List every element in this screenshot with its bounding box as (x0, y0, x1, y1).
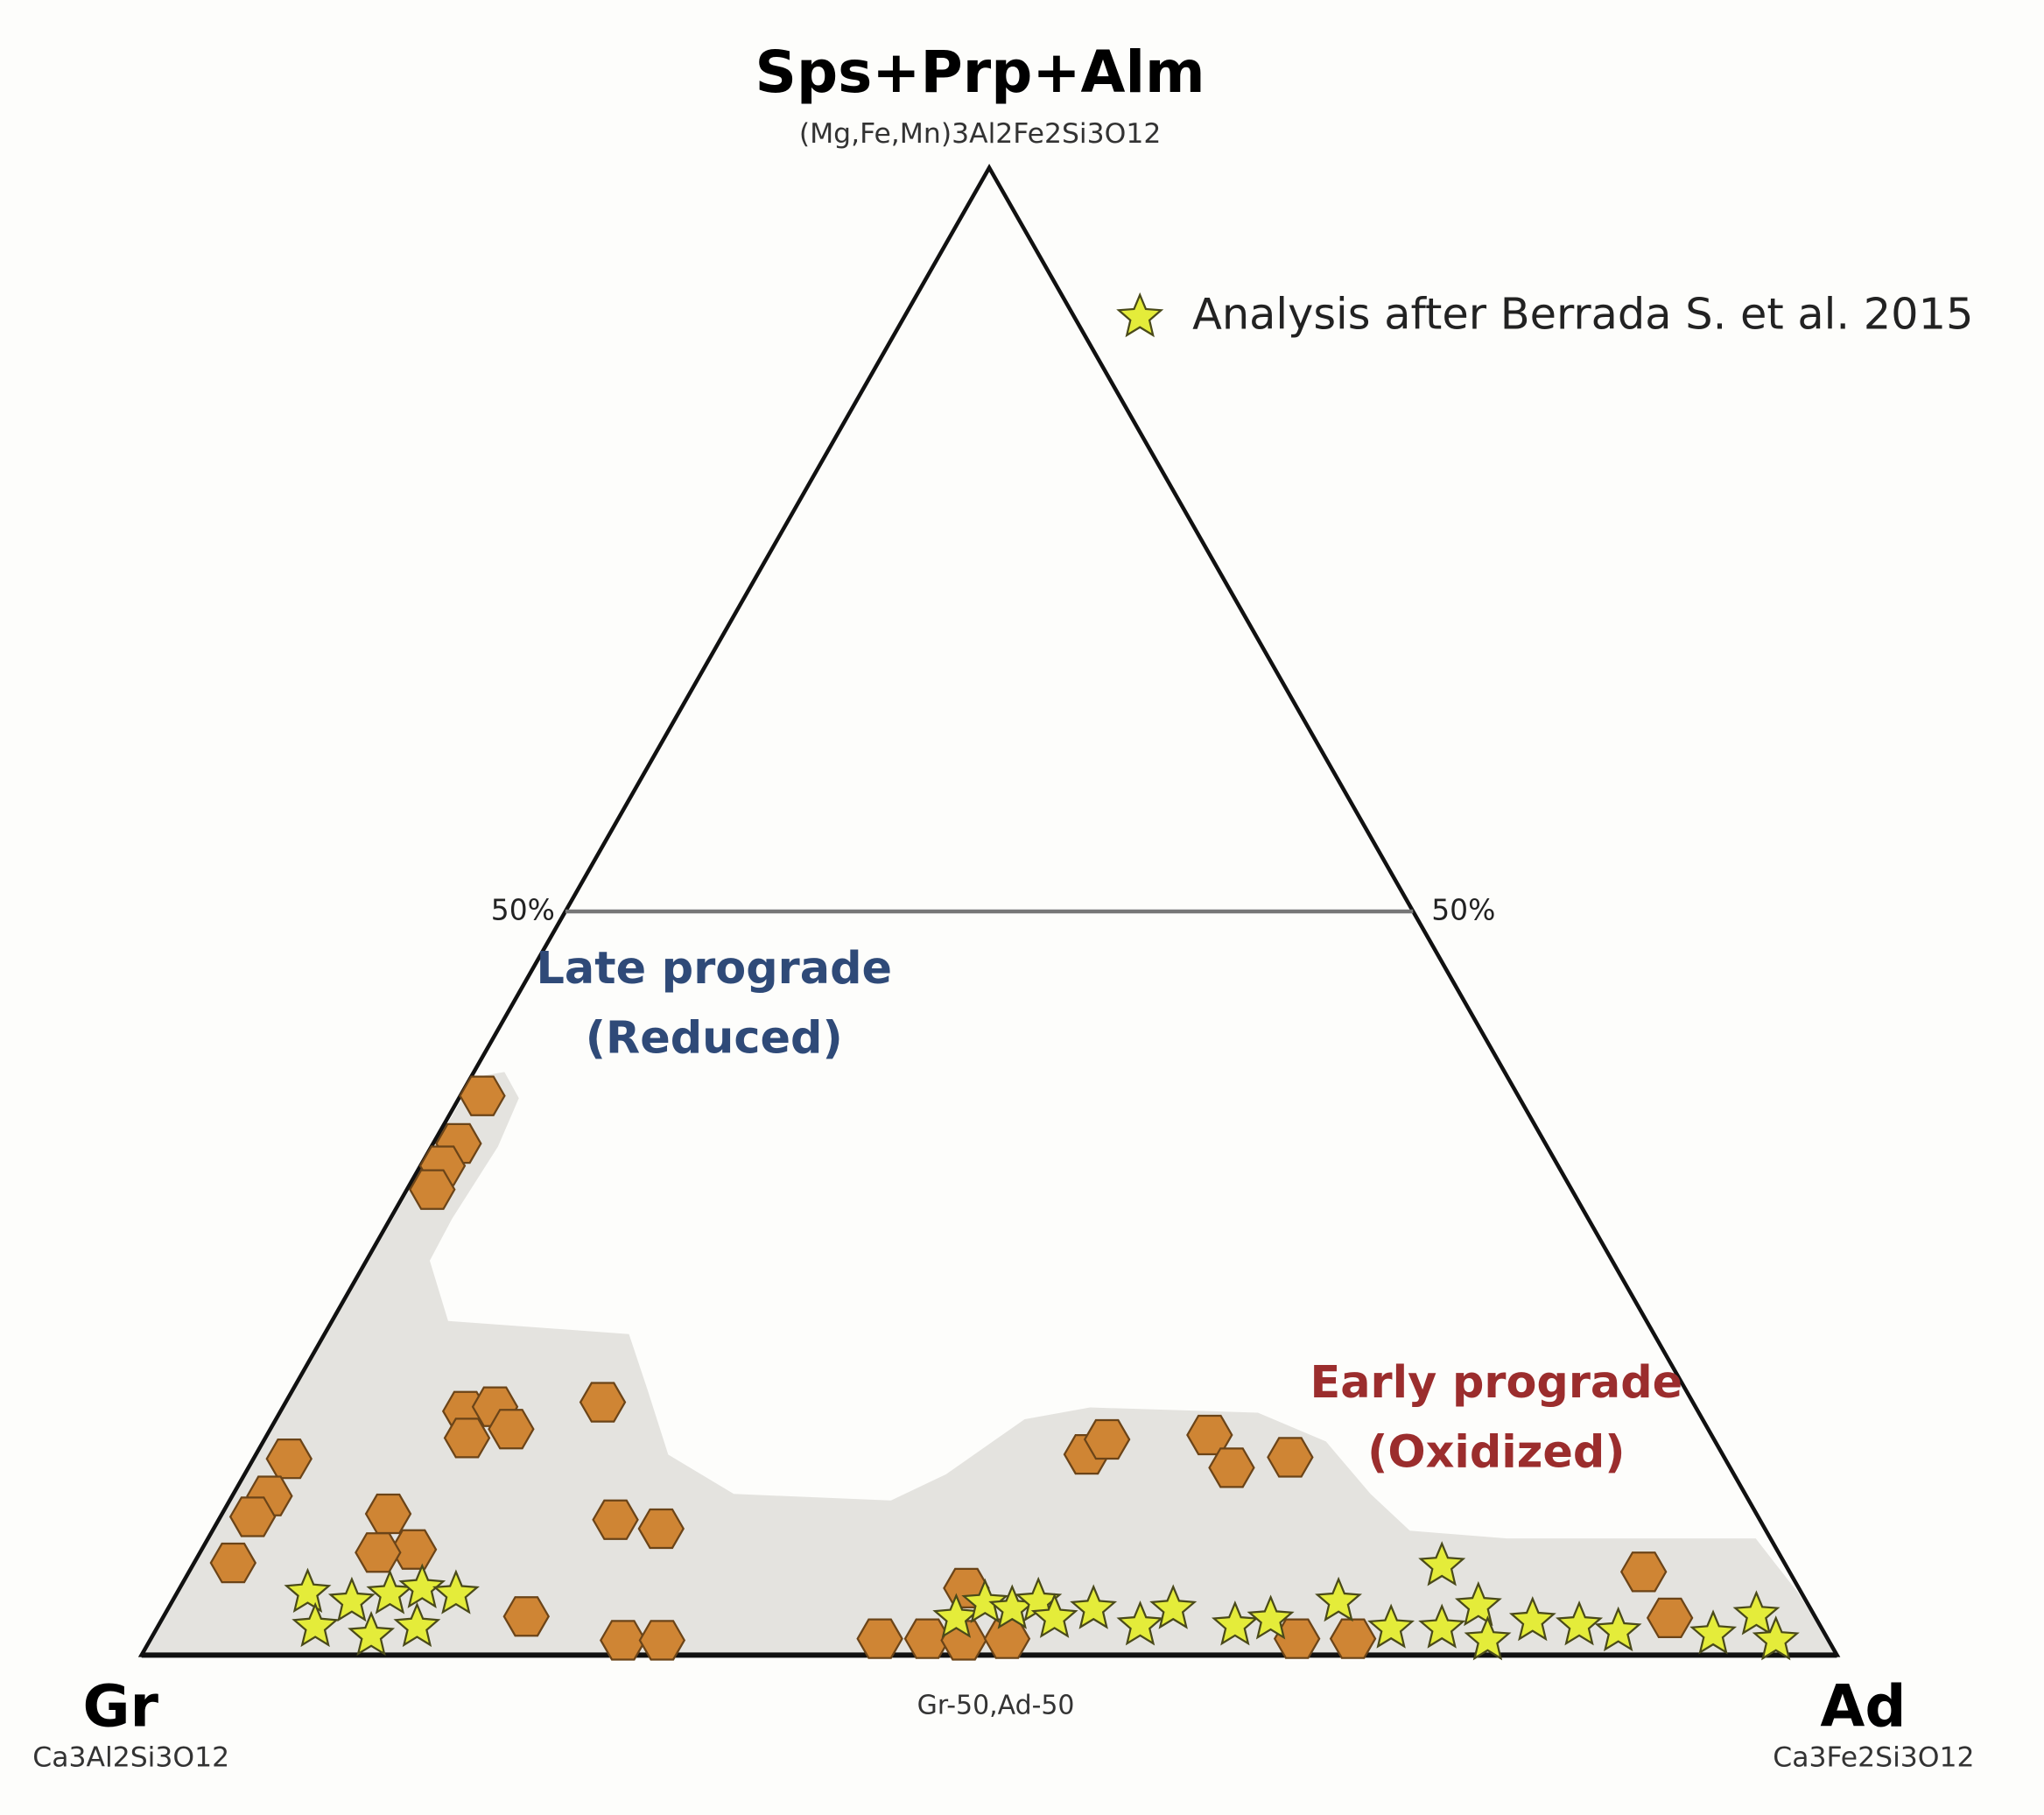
star-point (961, 1578, 1009, 1623)
star-point (291, 1601, 340, 1648)
hexagon-point (459, 1075, 506, 1116)
hexagon-point (903, 1618, 952, 1659)
hexagon-point (209, 1542, 257, 1584)
hexagon-point (443, 1418, 491, 1459)
region-annotation: (Reduced) (586, 1011, 843, 1063)
star-point (1594, 1606, 1642, 1652)
star-point (932, 1593, 980, 1638)
region-annotation: (Oxidized) (1367, 1425, 1625, 1477)
star-point (1070, 1584, 1118, 1629)
hexagon-point (228, 1496, 277, 1537)
star-point (1030, 1593, 1078, 1638)
tick-label: 50% (1431, 892, 1495, 926)
right-vertex-label: Ad (1820, 1672, 1906, 1740)
field-region (141, 1072, 1837, 1656)
hexagon-point (364, 1493, 412, 1535)
star-point (1752, 1615, 1800, 1661)
legend-marker (1116, 292, 1164, 338)
star-point (348, 1610, 396, 1657)
left-vertex-label: Gr (82, 1672, 158, 1740)
base-midpoint-label: Gr-50,Ad-50 (917, 1690, 1075, 1720)
hexagon-point (265, 1439, 313, 1480)
star-point (1508, 1595, 1556, 1642)
star-point (1315, 1576, 1363, 1622)
hexagon-point (592, 1499, 639, 1540)
region-annotation: Early prograde (1310, 1356, 1682, 1408)
legend-label: Analysis after Berrada S. et al. 2015 (1192, 289, 1973, 340)
hexagon-point (637, 1508, 685, 1550)
star-point (1418, 1603, 1466, 1649)
top-vertex-formula: (Mg,Fe,Mn)3Al2Fe2Si3O12 (799, 118, 1162, 150)
star-point (1454, 1580, 1502, 1627)
star-point (284, 1567, 332, 1614)
star-point (1149, 1584, 1198, 1629)
star-point (1418, 1541, 1466, 1586)
star-point (1464, 1615, 1512, 1661)
hexagon-point (579, 1382, 627, 1423)
star-point (1689, 1609, 1738, 1655)
hexagon-point (599, 1620, 647, 1661)
hexagon-point (1646, 1597, 1694, 1639)
star-point (1556, 1600, 1604, 1646)
hexagon-point (1083, 1418, 1131, 1460)
top-vertex-label: Sps+Prp+Alm (755, 39, 1205, 106)
star-point (432, 1569, 480, 1615)
hexagon-point (502, 1596, 551, 1637)
hexagon-point (856, 1618, 903, 1659)
left-vertex-formula: Ca3Al2Si3O12 (32, 1742, 229, 1774)
hexagon-point (409, 1169, 456, 1210)
hexagon-point (1329, 1618, 1377, 1659)
hexagon-point (1267, 1437, 1314, 1478)
hexagon-point (488, 1409, 535, 1450)
hexagon-point (355, 1532, 402, 1573)
star-point (1116, 1600, 1164, 1646)
hexagon-point (638, 1620, 686, 1661)
hexagon-point (1619, 1551, 1668, 1593)
region-annotation: Late prograde (537, 942, 893, 994)
star-point (1247, 1594, 1295, 1640)
hexagon-point (1273, 1618, 1321, 1659)
star-point (1367, 1603, 1415, 1649)
star-point (1212, 1600, 1259, 1646)
right-vertex-formula: Ca3Fe2Si3O12 (1773, 1742, 1974, 1774)
star-point (327, 1576, 376, 1622)
hexagon-point (1208, 1447, 1255, 1488)
star-point (393, 1601, 441, 1648)
tick-label: 50% (491, 892, 555, 926)
star-point (1732, 1590, 1781, 1636)
star-point (398, 1563, 446, 1608)
